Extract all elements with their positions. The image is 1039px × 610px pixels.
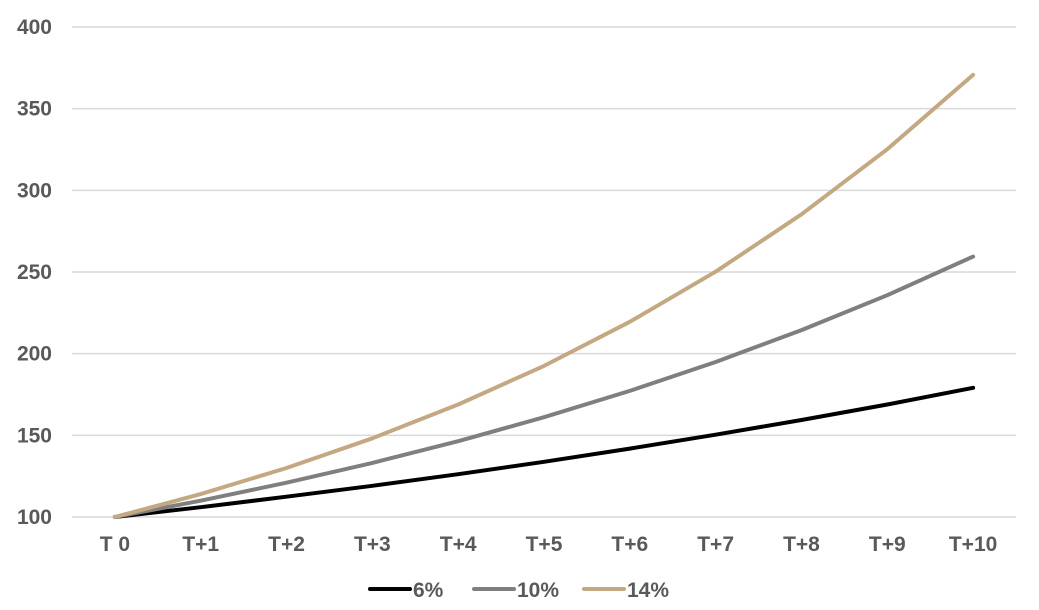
x-tick-label: T+3	[354, 533, 391, 556]
legend-label: 14%	[627, 579, 669, 602]
legend: 6% 10% 14%	[368, 579, 669, 602]
x-tick-label: T+2	[268, 533, 305, 556]
y-tick-label: 350	[17, 98, 52, 121]
legend-label: 6%	[413, 579, 444, 602]
series-lines	[112, 72, 976, 519]
y-tick-label: 150	[17, 424, 52, 447]
x-tick-label: T+6	[611, 533, 648, 556]
y-tick-label: 100	[17, 506, 52, 529]
legend-item-14pct: 14%	[582, 579, 669, 602]
y-tick-label: 250	[17, 261, 52, 284]
x-axis-ticks: T 0 T+1 T+2 T+3 T+4 T+5 T+6 T+7 T+8 T+9 T+10	[100, 533, 998, 556]
legend-label: 10%	[517, 579, 559, 602]
grid-lines	[72, 26, 1016, 518]
y-tick-label: 400	[17, 16, 52, 39]
legend-item-6pct: 6%	[368, 579, 444, 602]
y-tick-label: 200	[17, 343, 52, 366]
series-line-14pct	[112, 72, 976, 519]
x-tick-label: T+5	[526, 533, 563, 556]
y-axis-ticks: 100 150 200 250 300 350 400	[17, 16, 52, 529]
x-tick-label: T+9	[869, 533, 906, 556]
x-tick-label: T+8	[783, 533, 820, 556]
x-tick-label: T+10	[949, 533, 997, 556]
series-line-10pct	[112, 254, 976, 519]
x-tick-label: T 0	[100, 533, 130, 556]
series-line-6pct	[112, 385, 976, 519]
y-tick-label: 300	[17, 179, 52, 202]
x-tick-label: T+4	[440, 533, 477, 556]
x-tick-label: T+7	[697, 533, 734, 556]
legend-item-10pct: 10%	[472, 579, 559, 602]
x-tick-label: T+1	[182, 533, 219, 556]
